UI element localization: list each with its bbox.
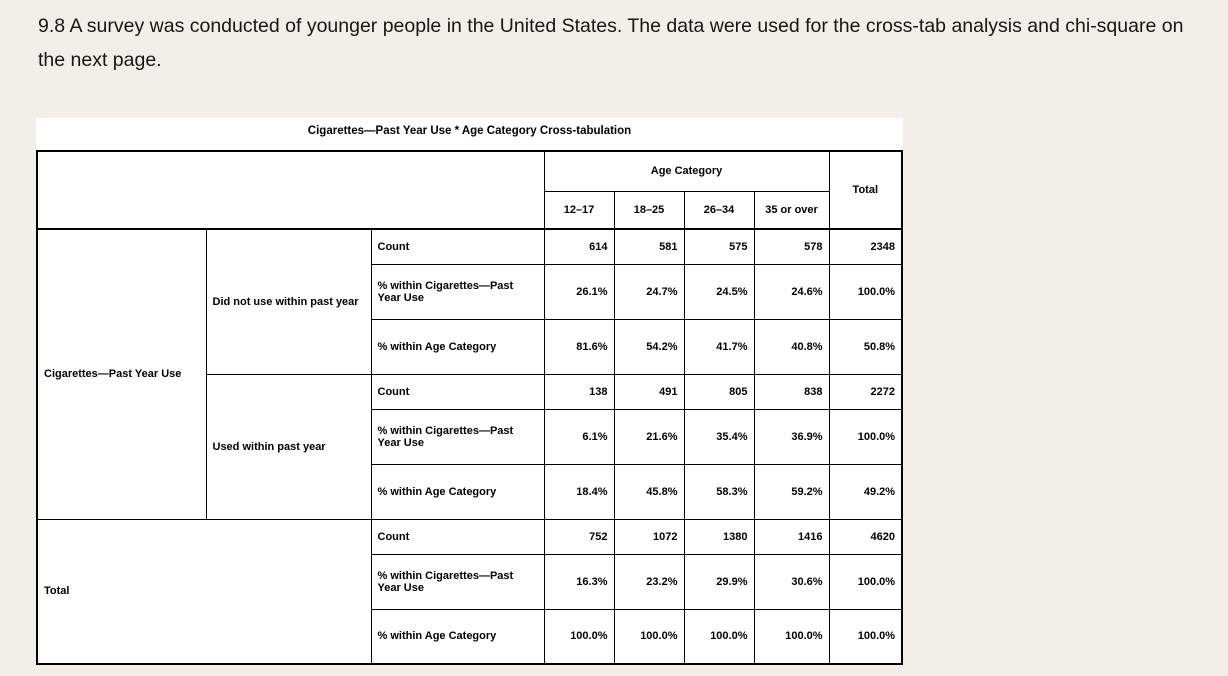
group-label-total: Total bbox=[37, 518, 371, 664]
value-cell: 578 bbox=[753, 228, 830, 265]
value-cell: 752 bbox=[543, 518, 615, 555]
value-cell: 45.8% bbox=[613, 463, 685, 520]
value-cell: 838 bbox=[753, 373, 830, 410]
crosstab-table: Age Category Total 12–17 18–25 26–34 35 … bbox=[36, 150, 904, 665]
group-label-used: Used within past year bbox=[205, 373, 371, 519]
header-age-35-over: 35 or over bbox=[753, 190, 830, 230]
metric-label-pct-within-cig: % within Cigarettes—Past Year Use bbox=[370, 408, 544, 464]
metric-label-pct-within-age: % within Age Category bbox=[370, 318, 544, 374]
value-cell: 614 bbox=[543, 228, 615, 265]
value-cell: 6.1% bbox=[543, 408, 615, 465]
value-cell: 1072 bbox=[613, 518, 685, 555]
value-cell: 40.8% bbox=[753, 318, 830, 375]
value-cell: 100.0% bbox=[828, 553, 903, 610]
value-cell: 4620 bbox=[828, 518, 903, 555]
header-age-26-34: 26–34 bbox=[683, 190, 755, 230]
value-cell: 21.6% bbox=[613, 408, 685, 465]
value-cell: 100.0% bbox=[613, 608, 685, 665]
header-age-12-17: 12–17 bbox=[543, 190, 615, 230]
value-cell: 23.2% bbox=[613, 553, 685, 610]
value-cell: 100.0% bbox=[753, 608, 830, 665]
value-cell: 1380 bbox=[683, 518, 755, 555]
header-age-18-25: 18–25 bbox=[613, 190, 685, 230]
value-cell: 49.2% bbox=[828, 463, 903, 520]
row-dimension-label: Cigarettes—Past Year Use bbox=[44, 368, 182, 381]
metric-label-count: Count bbox=[370, 228, 544, 264]
value-cell: 58.3% bbox=[683, 463, 755, 520]
value-cell: 18.4% bbox=[543, 463, 615, 520]
value-cell: 491 bbox=[613, 373, 685, 410]
value-cell: 50.8% bbox=[828, 318, 903, 375]
value-cell: 35.4% bbox=[683, 408, 755, 465]
metric-label-pct-within-age: % within Age Category bbox=[370, 608, 544, 664]
value-cell: 59.2% bbox=[753, 463, 830, 520]
value-cell: 100.0% bbox=[828, 408, 903, 465]
value-cell: 81.6% bbox=[543, 318, 615, 375]
value-cell: 54.2% bbox=[613, 318, 685, 375]
value-cell: 24.6% bbox=[753, 263, 830, 320]
value-cell: 100.0% bbox=[828, 608, 903, 665]
value-cell: 100.0% bbox=[828, 263, 903, 320]
value-cell: 36.9% bbox=[753, 408, 830, 465]
value-cell: 24.7% bbox=[613, 263, 685, 320]
value-cell: 138 bbox=[543, 373, 615, 410]
metric-label-pct-within-cig: % within Cigarettes—Past Year Use bbox=[370, 263, 544, 319]
metric-label-pct-within-age: % within Age Category bbox=[370, 463, 544, 519]
table-panel: Cigarettes—Past Year Use * Age Category … bbox=[36, 118, 904, 665]
value-cell: 30.6% bbox=[753, 553, 830, 610]
value-cell: 2348 bbox=[828, 228, 903, 265]
header-age-category: Age Category bbox=[543, 150, 830, 192]
value-cell: 16.3% bbox=[543, 553, 615, 610]
value-cell: 575 bbox=[683, 228, 755, 265]
value-cell: 100.0% bbox=[543, 608, 615, 665]
table-title: Cigarettes—Past Year Use * Age Category … bbox=[307, 125, 632, 137]
header-empty-cell bbox=[37, 151, 545, 230]
group-label-did-not-use: Did not use within past year bbox=[205, 228, 371, 374]
value-cell: 100.0% bbox=[683, 608, 755, 665]
metric-label-count: Count bbox=[370, 373, 544, 409]
value-cell: 1416 bbox=[753, 518, 830, 555]
value-cell: 805 bbox=[683, 373, 755, 410]
value-cell: 26.1% bbox=[543, 263, 615, 320]
problem-statement: 9.8 A survey was conducted of younger pe… bbox=[38, 15, 1184, 71]
value-cell: 41.7% bbox=[683, 318, 755, 375]
metric-label-pct-within-cig: % within Cigarettes—Past Year Use bbox=[370, 553, 544, 609]
value-cell: 2272 bbox=[828, 373, 903, 410]
value-cell: 581 bbox=[613, 228, 685, 265]
header-total: Total bbox=[828, 151, 903, 230]
metric-label-count: Count bbox=[370, 518, 544, 554]
value-cell: 29.9% bbox=[683, 553, 755, 610]
value-cell: 24.5% bbox=[683, 263, 755, 320]
